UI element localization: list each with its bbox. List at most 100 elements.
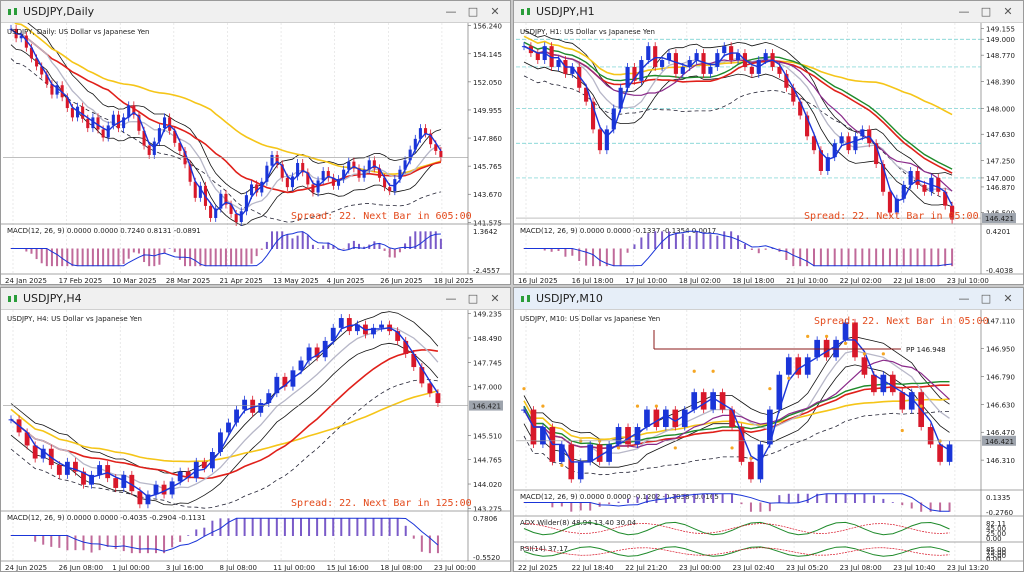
macd-histogram-bar (771, 247, 774, 249)
candle-body (894, 198, 899, 213)
macd-histogram-bar (560, 502, 563, 507)
close-icon[interactable]: ✕ (490, 5, 500, 18)
macd-histogram-bar (929, 502, 932, 512)
chart-window-daily[interactable]: USDJPY,Daily — □ ✕ USDJPY, Daily: US Dol… (0, 0, 511, 285)
macd-histogram-bar (227, 518, 230, 536)
candle-body (680, 66, 685, 74)
maximize-icon[interactable]: □ (467, 5, 479, 18)
price-tick-label: 149.155 (986, 25, 1015, 33)
candle-body (298, 360, 304, 371)
sar-dot (522, 387, 526, 391)
macd-histogram-bar (276, 231, 279, 249)
candle-body (169, 481, 175, 495)
titlebar-daily[interactable]: USDJPY,Daily — □ ✕ (1, 1, 510, 23)
titlebar-m10[interactable]: USDJPY,M10 — □ ✕ (514, 288, 1023, 310)
time-tick-label: 23 Jul 08:00 (840, 564, 882, 572)
macd-histogram-bar (579, 502, 582, 511)
macd-histogram-bar (759, 502, 762, 512)
candle-body (722, 46, 727, 54)
candle-body (946, 444, 953, 462)
chart-window-h1[interactable]: USDJPY,H1 — □ ✕ USDJPY, H1: US Dollar vs… (513, 0, 1024, 285)
price-chart-m10[interactable]: PP 146.948 USDJPY, M10: US Dollar vs Japa… (514, 310, 1024, 572)
macd-histogram-bar (743, 243, 746, 249)
macd-histogram-bar (107, 248, 110, 267)
macd-histogram-bar (127, 248, 130, 259)
macd-histogram-bar (654, 231, 657, 249)
time-tick-label: 23 Jul 13:20 (947, 564, 989, 572)
macd-label: MACD(12, 26, 9) 0.0000 0.0000 0.7240 0.8… (7, 227, 201, 235)
macd-histogram-bar (398, 248, 401, 253)
chart-subtitle: USDJPY, H1: US Dollar vs Japanese Yen (520, 28, 655, 36)
macd-histogram-bar (797, 493, 800, 503)
time-tick-label: 15 Jul 16:00 (327, 564, 369, 572)
chart-window-m10[interactable]: USDJPY,M10 — □ ✕ PP 146.948 USDJPY, M10: … (513, 287, 1024, 572)
candle-body (427, 383, 433, 394)
macd-histogram-bar (388, 518, 391, 536)
time-tick-label: 16 Jul 2025 (518, 277, 558, 285)
macd-histogram-bar (902, 248, 905, 267)
macd-histogram-bar (146, 535, 149, 554)
macd-histogram-bar (76, 248, 79, 267)
macd-signal-line (11, 231, 441, 267)
macd-histogram-bar (853, 493, 856, 503)
macd-histogram-bar (872, 495, 875, 503)
maximize-icon[interactable]: □ (980, 5, 992, 18)
close-icon[interactable]: ✕ (1003, 5, 1013, 18)
candle-body (342, 169, 346, 180)
candle-body (258, 402, 264, 413)
candle-body (597, 129, 603, 151)
maximize-icon[interactable]: □ (980, 292, 992, 305)
price-tick-label: 147.745 (473, 359, 502, 367)
candle-body (691, 392, 698, 410)
macd-histogram-bar (327, 242, 330, 249)
candle-body (145, 494, 151, 505)
maximize-icon[interactable]: □ (467, 292, 479, 305)
candle-body (403, 160, 407, 170)
macd-histogram-bar (235, 248, 238, 267)
macd-histogram-bar (709, 234, 712, 249)
macd-histogram-bar (163, 535, 166, 554)
macd-histogram-bar (66, 248, 69, 267)
close-icon[interactable]: ✕ (1003, 292, 1013, 305)
macd-histogram-bar (920, 502, 923, 512)
close-icon[interactable]: ✕ (490, 292, 500, 305)
candle-body (357, 168, 361, 178)
price-tick-label: 149.955 (473, 107, 502, 115)
candle-body (435, 393, 441, 403)
minimize-icon[interactable]: — (958, 292, 970, 305)
price-tick-label: 147.110 (986, 318, 1015, 326)
time-tick-label: 18 Jul 2025 (434, 277, 474, 285)
candle-body (35, 58, 39, 67)
candle-body (162, 117, 167, 129)
time-tick-label: 16 Jul 18:00 (572, 277, 614, 285)
price-chart-daily[interactable]: USDJPY, Daily: US Dollar vs Japanese Yen… (1, 23, 511, 285)
candle-body (871, 374, 877, 393)
macd-histogram-bar (543, 248, 546, 251)
candle-body (40, 448, 46, 459)
candle-body (922, 184, 927, 192)
sar-dot (768, 387, 772, 391)
candle-body (250, 399, 256, 413)
macd-histogram-bar (557, 248, 560, 252)
candle-body (681, 409, 688, 428)
candle-body (818, 150, 823, 171)
macd-histogram-bar (750, 248, 753, 251)
price-chart-h1[interactable]: USDJPY, H1: US Dollar vs Japanese Yen Spr… (514, 23, 1024, 285)
minimize-icon[interactable]: — (445, 5, 457, 18)
price-tick-label: 148.390 (986, 79, 1015, 87)
titlebar-h1[interactable]: USDJPY,H1 — □ ✕ (514, 1, 1023, 23)
candle-body (653, 46, 658, 67)
candle-body (336, 179, 341, 186)
minimize-icon[interactable]: — (958, 5, 970, 18)
spread-countdown: Spread: 22. Next Bar in 125:00 (291, 498, 472, 509)
macd-histogram-bar (199, 248, 202, 267)
macd-histogram-bar (86, 248, 89, 267)
titlebar-h4[interactable]: USDJPY,H4 — □ ✕ (1, 288, 510, 310)
minimize-icon[interactable]: — (445, 292, 457, 305)
price-chart-h4[interactable]: USDJPY, H4: US Dollar vs Japanese Yen Spr… (1, 310, 511, 572)
chart-window-h4[interactable]: USDJPY,H4 — □ ✕ USDJPY, H4: US Dollar vs… (0, 287, 511, 572)
candle-body (853, 136, 858, 151)
macd-histogram-bar (674, 494, 677, 503)
time-tick-label: 26 Jun 08:00 (59, 564, 103, 572)
time-tick-label: 23 Jul 10:40 (893, 564, 935, 572)
